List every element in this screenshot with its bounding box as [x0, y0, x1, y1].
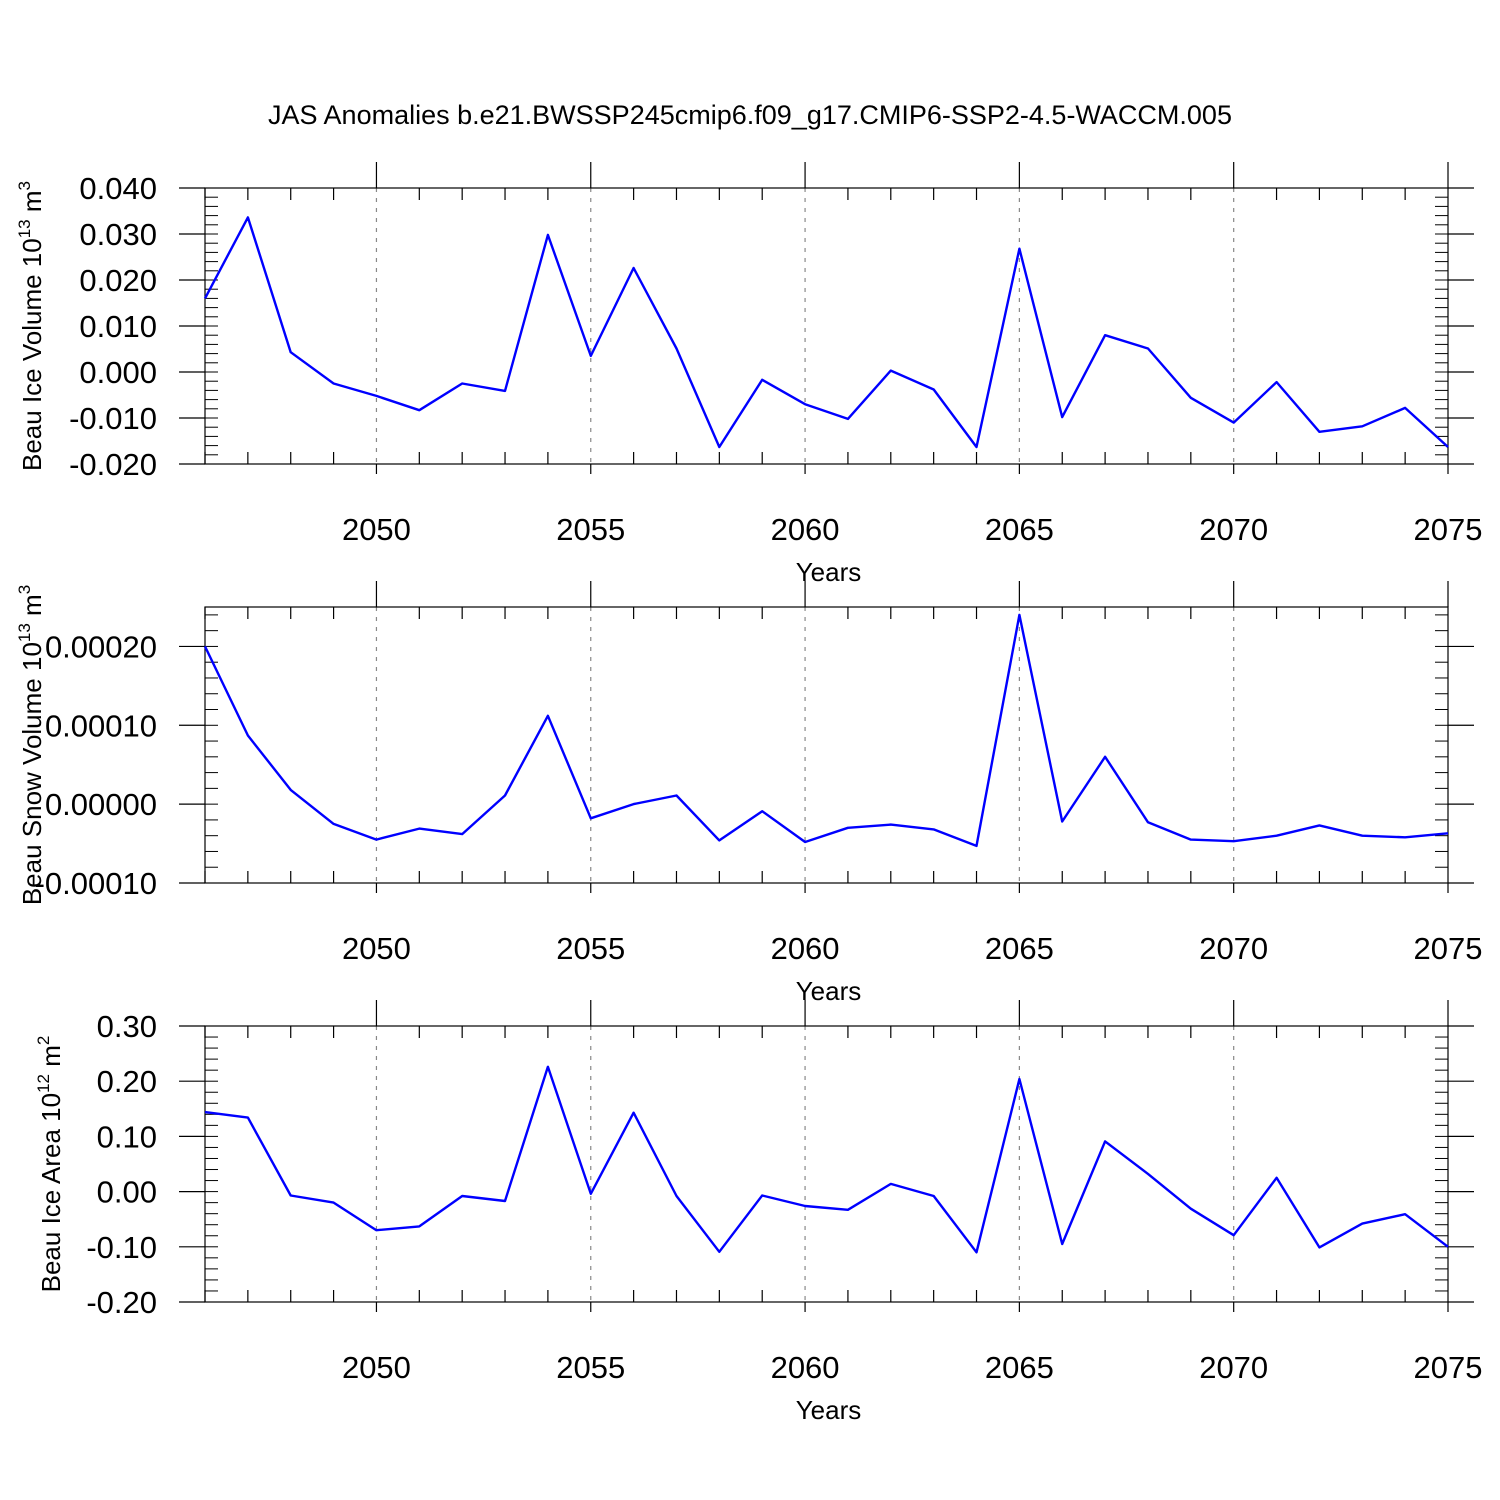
- y-tick-label: 0.00020: [45, 629, 157, 664]
- panel-3: 2050 2055 2060 2065 2070 2075 0.30 0.20 0.10 0.00…: [34, 1000, 1482, 1425]
- y-tick-label: -0.00010: [35, 866, 157, 901]
- y-tick-label: -0.20: [86, 1285, 157, 1320]
- y-axis-label-superscript: 13: [15, 623, 34, 642]
- data-series-line: [203, 216, 1449, 449]
- y-tick-label: 0.30: [97, 1009, 157, 1044]
- x-axis-label: Years: [796, 976, 862, 1006]
- x-tick-label: 2065: [985, 512, 1054, 547]
- panel-2: 2050 2055 2060 2065 2070 2075 0.00020 0.00010 0.…: [15, 581, 1482, 1006]
- y-axis-label-superscript: 13: [15, 219, 34, 238]
- x-tick-label: 2060: [771, 931, 840, 966]
- y-axis-label-superscript: 3: [15, 585, 34, 594]
- y-axis-label-superscript: 2: [34, 1036, 53, 1045]
- y-tick-label: -0.020: [69, 447, 157, 482]
- y-tick-label: 0.00000: [45, 787, 157, 822]
- plot-frame: [204, 187, 1449, 465]
- y-axis-label-part: Beau Ice Area 10: [36, 1093, 66, 1292]
- plot-frame: [204, 606, 1449, 884]
- panel-1: 2050 2055 2060 2065 2070 2075 0.040 0.030 0.020 0…: [15, 162, 1482, 587]
- x-tick-label: 2075: [1414, 931, 1483, 966]
- plot-frame: [204, 1025, 1449, 1303]
- x-axis-label: Years: [796, 1395, 862, 1425]
- x-tick-label: 2055: [556, 512, 625, 547]
- x-tick-label: 2050: [342, 1350, 411, 1385]
- x-tick-label: 2050: [342, 931, 411, 966]
- x-tick-label: 2060: [771, 1350, 840, 1385]
- x-tick-label: 2050: [342, 512, 411, 547]
- y-axis-label: Beau Ice Volume 1013 m3: [15, 181, 47, 471]
- x-tick-label: 2060: [771, 512, 840, 547]
- y-axis-label-part: m: [17, 594, 47, 623]
- y-axis-label-superscript: 12: [34, 1074, 53, 1093]
- x-tick-label: 2070: [1199, 1350, 1268, 1385]
- x-tick-label: 2075: [1414, 1350, 1483, 1385]
- y-axis-label-part: m: [36, 1045, 66, 1074]
- x-tick-label: 2055: [556, 931, 625, 966]
- y-axis-label-part: m: [17, 190, 47, 219]
- y-tick-label: 0.040: [79, 171, 157, 206]
- panels: 2050 2055 2060 2065 2070 2075 0.040 0.030 0.020 0…: [15, 162, 1482, 1425]
- y-tick-label: -0.10: [86, 1230, 157, 1265]
- y-tick-label: 0.030: [79, 217, 157, 252]
- x-tick-label: 2075: [1414, 512, 1483, 547]
- y-tick-label: 0.00010: [45, 708, 157, 743]
- y-tick-label: 0.20: [97, 1064, 157, 1099]
- x-tick-label: 2065: [985, 1350, 1054, 1385]
- y-axis-label-superscript: 3: [15, 181, 34, 190]
- x-tick-label: 2055: [556, 1350, 625, 1385]
- chart-title: JAS Anomalies b.e21.BWSSP245cmip6.f09_g1…: [268, 100, 1232, 130]
- y-tick-label: 0.10: [97, 1119, 157, 1154]
- x-tick-label: 2070: [1199, 512, 1268, 547]
- y-axis-label-part: Beau Snow Volume 10: [17, 642, 47, 905]
- y-tick-label: -0.010: [69, 401, 157, 436]
- data-series-line: [204, 1065, 1449, 1254]
- y-axis-label-part: Beau Ice Volume 10: [17, 238, 47, 471]
- data-series-line: [203, 613, 1449, 848]
- x-tick-label: 2065: [985, 931, 1054, 966]
- x-tick-label: 2070: [1199, 931, 1268, 966]
- y-tick-label: 0.000: [79, 355, 157, 390]
- x-axis-label: Years: [796, 557, 862, 587]
- y-tick-label: 0.020: [79, 263, 157, 298]
- y-tick-label: 0.00: [97, 1175, 157, 1210]
- y-tick-label: 0.010: [79, 309, 157, 344]
- y-axis-label: Beau Snow Volume 1013 m3: [15, 585, 47, 905]
- y-axis-label: Beau Ice Area 1012 m2: [34, 1036, 66, 1293]
